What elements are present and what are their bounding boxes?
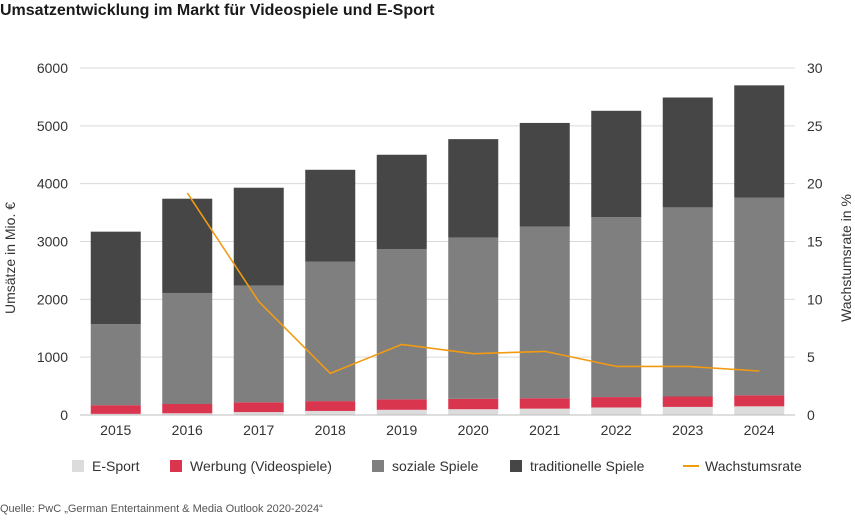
legend-soziale-spiele-label: soziale Spiele [392,458,479,474]
bar-segment-soziale-spiele [448,237,499,399]
x-tick-label: 2024 [744,422,775,438]
legend-wachstumsrate-label: Wachstumsrate [705,458,802,474]
bar-segment-traditionelle-spiele [591,110,642,218]
bar-segment-werbung [591,397,642,408]
bar-segment-werbung [233,402,284,413]
bar-segment-werbung [305,401,356,411]
y2-tick-label: 15 [807,234,823,250]
bar-segment-traditionelle-spiele [448,139,499,238]
legend-werbung-label: Werbung (Videospiele) [190,458,332,474]
source-note: Quelle: PwC „German Entertainment & Medi… [0,503,323,515]
bar-segment-soziale-spiele [90,324,141,406]
y-axis-title: Umsätze in Mio. € [2,202,18,314]
y-tick-label: 2000 [37,291,68,307]
y2-tick-label: 5 [807,349,815,365]
bar-segment-werbung [734,395,785,407]
bar-segment-soziale-spiele [591,217,642,398]
legend-werbung-swatch [170,460,182,472]
legend-esport-swatch [72,460,84,472]
legend-traditionelle-spiele: traditionelle Spiele [510,458,645,474]
bar-segment-esport [519,408,570,415]
y2-tick-label: 25 [807,118,823,134]
bar-segment-soziale-spiele [662,207,713,397]
bar-segment-traditionelle-spiele [662,97,713,208]
bar-segment-esport [734,406,785,415]
bar-segment-soziale-spiele [734,197,785,396]
bar-segment-soziale-spiele [305,261,356,402]
x-tick-label: 2016 [172,422,203,438]
x-tick-label: 2017 [243,422,274,438]
y-tick-label: 5000 [37,118,68,134]
bar-segment-werbung [90,405,141,414]
bar-segment-soziale-spiele [233,285,284,403]
legend: E-Sport Werbung (Videospiele) soziale Spie… [72,458,802,474]
chart-title: Umsatzentwicklung im Markt für Videospie… [0,2,435,19]
y2-tick-label: 20 [807,176,823,192]
bar-segment-werbung [448,398,499,410]
axes: 0 1000 2000 3000 4000 5000 6000 0 5 10 15 20 25 30 201… [37,60,823,438]
x-tick-label: 2015 [100,422,131,438]
y2-tick-label: 0 [807,407,815,423]
y2-tick-label: 10 [807,291,823,307]
y-tick-label: 1000 [37,349,68,365]
x-tick-label: 2023 [672,422,703,438]
y2-axis-title: Wachstumsrate in % [838,194,854,322]
bar-segment-esport [448,409,499,415]
bar-segment-traditionelle-spiele [90,231,141,325]
growth-rate-line [186,192,760,375]
bar-segment-esport [591,407,642,415]
bar-segment-traditionelle-spiele [519,122,570,227]
legend-wachstumsrate: Wachstumsrate [683,458,802,474]
legend-esport-label: E-Sport [92,458,140,474]
bar-segment-soziale-spiele [162,292,213,405]
growth-line [186,192,760,375]
x-tick-label: 2019 [386,422,417,438]
legend-esport: E-Sport [72,458,140,474]
legend-traditionelle-spiele-swatch [510,460,522,472]
y-tick-label: 4000 [37,176,68,192]
bar-segment-werbung [376,399,427,410]
bar-segment-traditionelle-spiele [305,169,356,262]
y2-tick-label: 30 [807,60,823,76]
bar-segment-soziale-spiele [519,226,570,399]
x-tick-label: 2022 [601,422,632,438]
bar-segment-esport [233,412,284,415]
bar-segment-werbung [519,398,570,409]
legend-werbung: Werbung (Videospiele) [170,458,332,474]
bar-segment-traditionelle-spiele [734,85,785,198]
legend-traditionelle-spiele-label: traditionelle Spiele [530,458,645,474]
legend-soziale-spiele-swatch [372,460,384,472]
bar-segment-soziale-spiele [376,249,427,400]
bar-segment-traditionelle-spiele [376,154,427,250]
x-tick-label: 2021 [529,422,560,438]
bar-segment-esport [90,413,141,415]
y-tick-label: 3000 [37,234,68,250]
bar-segment-werbung [162,404,213,414]
bar-segment-traditionelle-spiele [233,187,284,286]
bar-segment-esport [305,410,356,415]
y-tick-label: 0 [60,407,68,423]
chart-svg: 0 1000 2000 3000 4000 5000 6000 0 5 10 15 20 25 30 201… [2,60,854,474]
x-tick-label: 2020 [458,422,489,438]
y-tick-label: 6000 [37,60,68,76]
bar-segment-esport [376,409,427,415]
x-tick-label: 2018 [315,422,346,438]
bar-segment-esport [662,406,713,415]
bar-segment-traditionelle-spiele [162,198,213,293]
bars [90,85,785,415]
bar-segment-werbung [662,396,713,407]
legend-soziale-spiele: soziale Spiele [372,458,479,474]
bar-segment-esport [162,413,213,415]
